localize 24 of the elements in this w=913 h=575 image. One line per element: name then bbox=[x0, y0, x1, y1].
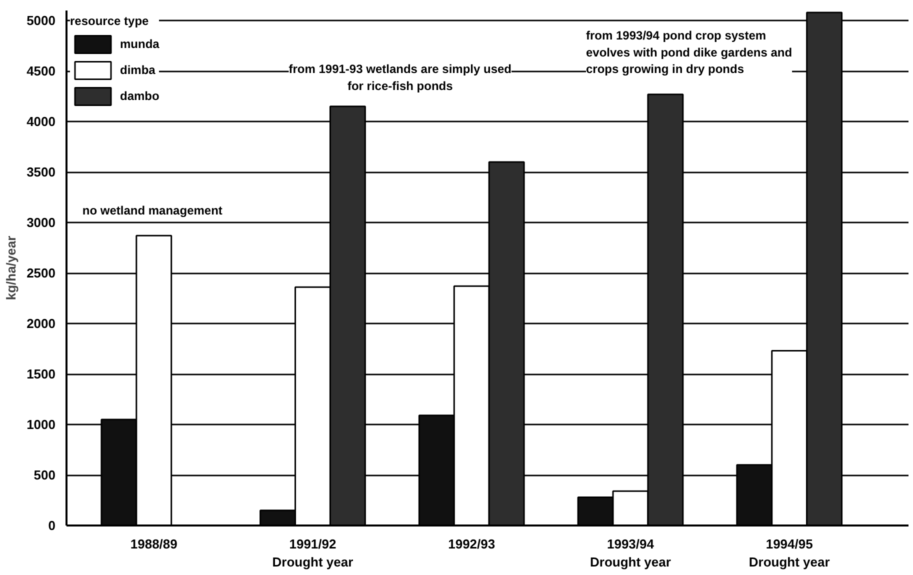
legend-title: resource type bbox=[70, 14, 150, 28]
y-axis-title: kg/ha/year bbox=[4, 236, 19, 300]
legend-label: munda bbox=[120, 37, 160, 51]
y-tick-label: 1500 bbox=[26, 366, 56, 382]
x-tick-label: 1991/92 Drought year bbox=[272, 536, 354, 570]
y-tick-label: 3500 bbox=[26, 164, 56, 180]
annotation: from 1991-93 wetlands are simply used for rice-fish ponds bbox=[288, 62, 512, 93]
x-tick-label: 1993/94 Drought year bbox=[590, 536, 671, 570]
y-tick-label: 5000 bbox=[26, 13, 56, 28]
x-tick-label: 1992/93 bbox=[448, 536, 496, 552]
x-tick-label: 1994/95 Drought year bbox=[748, 536, 830, 570]
y-tick-label: 1000 bbox=[26, 417, 56, 432]
annotation: no wetland management bbox=[82, 204, 222, 218]
y-tick-label: 2000 bbox=[26, 316, 56, 332]
y-tick-label: 500 bbox=[34, 468, 56, 483]
legend-label: dimba bbox=[120, 63, 156, 77]
y-tick-label: 2500 bbox=[26, 266, 56, 281]
y-tick-label: 4500 bbox=[26, 64, 56, 79]
y-tick-label: 4000 bbox=[26, 114, 56, 130]
y-tick-label: 3000 bbox=[26, 215, 56, 230]
legend-label: dambo bbox=[120, 89, 160, 103]
annotation: from 1993/94 pond crop system evolves with pond dike gardens and crops growing in dry ponds bbox=[586, 28, 792, 76]
x-tick-label: 1988/89 bbox=[130, 536, 178, 552]
y-tick-label: 0 bbox=[48, 518, 56, 533]
